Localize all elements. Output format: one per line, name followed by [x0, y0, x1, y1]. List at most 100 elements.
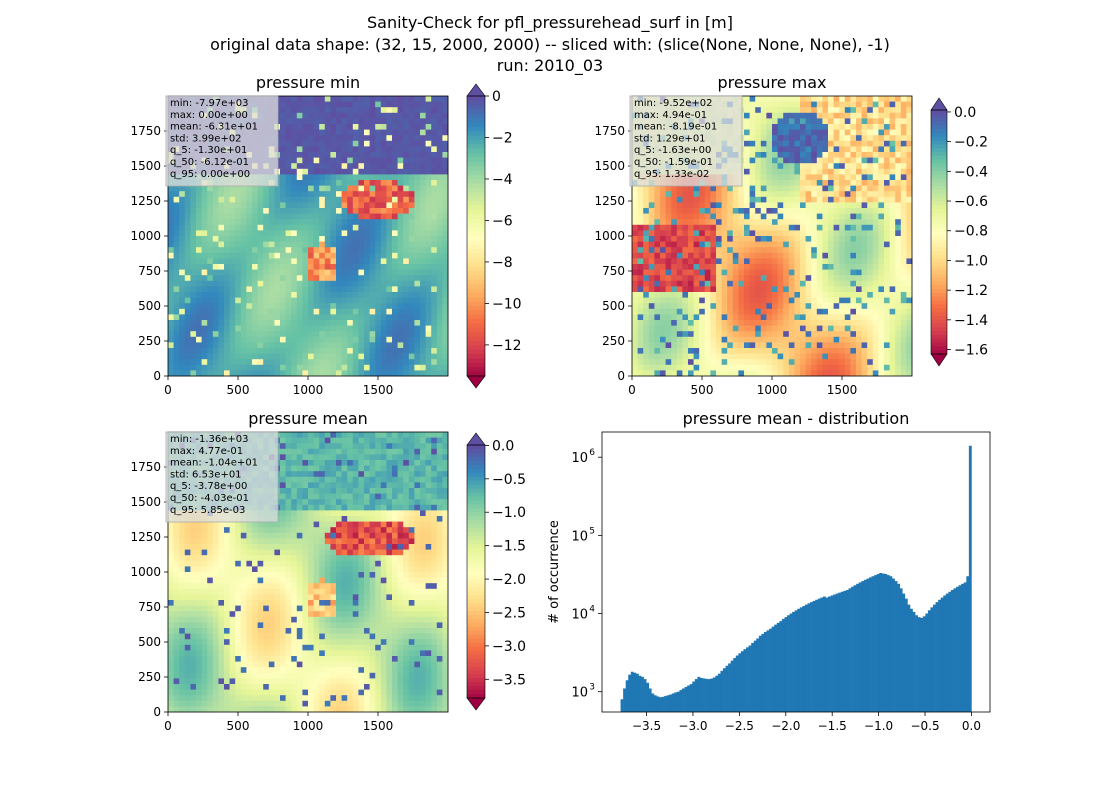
- heatmap-cell: [671, 325, 678, 332]
- heatmap-cell: [364, 196, 370, 203]
- heatmap-cell: [414, 348, 421, 354]
- heatmap-cell: [257, 252, 264, 259]
- heatmap-cell: [665, 247, 672, 254]
- heatmap-cell: [330, 219, 337, 226]
- heatmap-cell: [196, 364, 202, 371]
- heatmap-cell: [218, 336, 225, 343]
- heatmap-cell: [240, 247, 247, 254]
- heatmap-cell: [895, 264, 902, 270]
- heatmap-cell: [380, 174, 387, 181]
- heatmap-cell: [805, 140, 812, 147]
- heatmap-cell: [319, 202, 326, 209]
- heatmap-cell: [878, 342, 885, 349]
- heatmap-cell: [895, 208, 902, 214]
- heatmap-cell: [839, 157, 846, 164]
- heatmap-cell: [755, 118, 762, 125]
- heatmap-cell: [179, 342, 186, 349]
- heatmap-cell: [347, 152, 354, 158]
- heatmap-cell: [184, 325, 191, 332]
- heatmap-cell: [352, 202, 359, 209]
- heatmap-cell: [632, 280, 638, 287]
- heatmap-cell: [341, 163, 348, 170]
- heatmap-cell: [833, 247, 840, 254]
- heatmap-cell: [296, 314, 303, 321]
- heatmap-cell: [352, 303, 359, 310]
- heatmap-cell: [190, 185, 197, 192]
- heatmap-cell: [285, 308, 292, 315]
- heatmap-cell: [196, 236, 202, 242]
- heatmap-cell: [324, 129, 331, 136]
- heatmap-cell: [375, 191, 382, 198]
- heatmap-cell: [805, 124, 812, 130]
- heatmap-cell: [392, 163, 398, 170]
- heatmap-cell: [319, 252, 326, 259]
- heatmap-cell: [766, 180, 773, 186]
- heatmap-cell: [788, 140, 795, 147]
- heatmap-cell: [201, 353, 208, 360]
- heatmap-cell: [872, 96, 879, 102]
- heatmap-cell: [196, 264, 202, 270]
- heatmap-cell: [738, 336, 745, 343]
- heatmap-cell: [196, 208, 202, 214]
- heatmap-cell: [906, 112, 913, 119]
- heatmap-cell: [828, 219, 834, 226]
- heatmap-cell: [420, 359, 426, 366]
- heatmap-cell: [240, 185, 247, 192]
- heatmap-cell: [844, 308, 851, 315]
- heatmap-cell: [240, 191, 247, 198]
- heatmap-cell: [704, 208, 711, 214]
- heatmap-cell: [716, 342, 722, 349]
- heatmap-cell: [850, 118, 857, 125]
- heatmap-cell: [313, 107, 320, 114]
- heatmap-cell: [319, 213, 326, 220]
- heatmap-cell: [291, 140, 298, 147]
- heatmap-cell: [788, 163, 795, 170]
- heatmap-cell: [420, 101, 426, 108]
- heatmap-cell: [632, 219, 638, 226]
- heatmap-cell: [369, 336, 376, 343]
- heatmap-cell: [878, 353, 885, 360]
- heatmap-cell: [676, 286, 683, 293]
- heatmap-cell: [755, 353, 762, 360]
- heatmap-cell: [397, 275, 404, 282]
- heatmap-cell: [319, 174, 326, 181]
- heatmap-cell: [693, 292, 700, 298]
- heatmap-cell: [268, 359, 275, 366]
- heatmap-cell: [699, 297, 706, 304]
- heatmap-cell: [738, 224, 745, 231]
- heatmap-cell: [783, 168, 790, 175]
- heatmap-cell: [414, 252, 421, 259]
- heatmap-cell: [436, 107, 443, 114]
- heatmap-cell: [833, 241, 840, 248]
- heatmap-cell: [235, 185, 242, 192]
- heatmap-cell: [665, 303, 672, 310]
- heatmap-cell: [274, 364, 281, 371]
- heatmap-cell: [699, 353, 706, 360]
- heatmap-cell: [867, 135, 874, 142]
- heatmap-cell: [794, 264, 801, 270]
- heatmap-cell: [308, 314, 314, 321]
- heatmap-cell: [336, 236, 342, 242]
- heatmap-cell: [783, 213, 790, 220]
- heatmap-cell: [800, 241, 806, 248]
- heatmap-cell: [710, 353, 717, 360]
- heatmap-cell: [436, 112, 443, 119]
- heatmap-cell: [336, 325, 342, 332]
- heatmap-cell: [240, 364, 247, 371]
- heatmap-cell: [190, 275, 197, 282]
- heatmap-cell: [749, 269, 756, 276]
- heatmap-cell: [386, 208, 393, 214]
- heatmap-cell: [648, 331, 655, 338]
- heatmap-cell: [336, 258, 342, 265]
- heatmap-cell: [777, 129, 784, 136]
- heatmap-cell: [654, 196, 661, 203]
- heatmap-cell: [872, 124, 879, 130]
- heatmap-cell: [196, 297, 202, 304]
- heatmap-cell: [173, 331, 180, 338]
- heatmap-cell: [856, 325, 862, 332]
- heatmap-cell: [190, 241, 197, 248]
- heatmap-cell: [654, 202, 661, 209]
- heatmap-cell: [794, 353, 801, 360]
- heatmap-cell: [184, 247, 191, 254]
- heatmap-cell: [839, 275, 846, 282]
